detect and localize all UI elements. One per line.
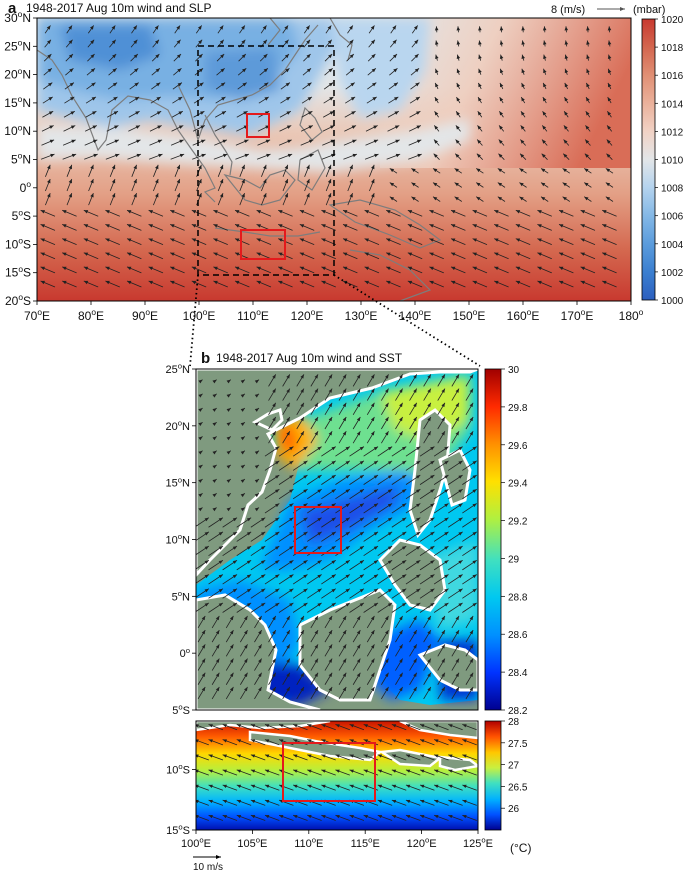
- panel-a-colorbar-tick-label: 1004: [661, 240, 684, 251]
- panel-b-axes: 100oE 105oE 110oE 115oE 120oE 125oE 25oN 20oN 15…: [166, 362, 493, 850]
- panel-b-x-tick-label: 125oE: [463, 836, 493, 850]
- panel-b-top-sst-field: [196, 369, 478, 710]
- panel-a-colorbar-tick-label: 1006: [661, 212, 684, 223]
- panel-a-coastlines: [37, 18, 442, 301]
- panel-b-x-tick-label: 105oE: [237, 836, 267, 850]
- panel-b-x-tick-label: 110oE: [294, 836, 323, 850]
- panel-b-y-tick-label: 5oS: [172, 703, 190, 717]
- panel-b-x-tick-label: 100oE: [181, 836, 211, 850]
- panel-a-colorbar-tick-label: 1014: [661, 99, 684, 110]
- panel-a: a 1948-2017 Aug 10m wind and SLP: [4, 0, 683, 323]
- panel-b-top-colorbar-tick-label: 29.2: [508, 517, 528, 528]
- panel-b: b 1948-2017 Aug 10m wind and SST: [166, 350, 532, 873]
- panel-a-y-tick-label: 0o: [20, 179, 32, 195]
- panel-a-title: 1948-2017 Aug 10m wind and SLP: [26, 1, 211, 15]
- panel-b-scs-upwelling-box: [294, 506, 342, 554]
- panel-a-colorbar-unit: (mbar): [633, 4, 665, 16]
- panel-a-x-tick-label: 140oE: [399, 307, 432, 323]
- panel-b-y-tick-label: 25oN: [166, 362, 191, 376]
- panel-a-y-tick-label: 20oN: [4, 66, 31, 82]
- panel-b-reference-label: 10 m/s: [193, 862, 223, 873]
- panel-a-colorbar-tick-label: 1020: [661, 15, 684, 26]
- panel-b-top-colorbar-tick-label: 29.6: [508, 441, 528, 452]
- panel-b-top-colorbar-tick-label: 30: [508, 365, 520, 376]
- panel-a-colorbar-tick-label: 1016: [661, 71, 684, 82]
- panel-b-top-colorbar-tick-label: 29: [508, 554, 520, 565]
- panel-b-top-wind-vectors: [196, 374, 477, 700]
- panel-b-y-tick-label: 20oN: [166, 418, 191, 432]
- panel-a-x-tick-label: 100oE: [183, 307, 216, 323]
- panel-a-reference-label: 8 (m/s): [551, 4, 585, 16]
- panel-a-java-box: [240, 229, 286, 260]
- panel-a-colorbar: (mbar) 1000 1002 1004 1006 1008 1010 1012 1014 1…: [633, 4, 684, 307]
- panel-a-x-tick-label: 160oE: [507, 307, 540, 323]
- panel-a-x-tick-label: 110oE: [237, 307, 269, 323]
- panel-a-reference-vector: 8 (m/s): [551, 4, 625, 16]
- panel-a-scs-upwelling-box: [246, 113, 270, 138]
- panel-a-slp-field: [37, 18, 631, 301]
- panel-b-title: 1948-2017 Aug 10m wind and SST: [216, 351, 403, 365]
- panel-a-y-tick-label: 5oS: [12, 207, 31, 223]
- panel-b-top-colorbar-tick-label: 28.2: [508, 706, 528, 717]
- panel-a-y-tick-label: 30oN: [4, 9, 31, 25]
- panel-a-x-tick-label: 70oE: [24, 307, 50, 323]
- panel-b-bottom-colorbar-tick-label: 27: [508, 761, 520, 772]
- panel-a-y-tick-label: 5oN: [11, 151, 31, 167]
- panel-a-y-tick-label: 15oN: [4, 94, 31, 110]
- panel-a-colorbar-tick-label: 1008: [661, 184, 684, 195]
- panel-b-y-tick-label: 15oN: [166, 475, 191, 489]
- zoom-connector-left: [189, 274, 199, 367]
- panel-b-bottom-sst-field: [196, 721, 478, 830]
- panel-b-y-tick-label: 0o: [180, 646, 190, 660]
- panel-a-letter: a: [8, 0, 17, 17]
- panel-b-x-tick-label: 115oE: [351, 836, 380, 850]
- panel-b-x-tick-label: 120oE: [407, 836, 437, 850]
- zoom-connector-right: [333, 274, 481, 367]
- panel-b-bottom-colorbar-tick-label: 28: [508, 717, 520, 728]
- panel-a-colorbar-tick-label: 1000: [661, 296, 684, 307]
- panel-b-y-tick-label: 10oS: [166, 762, 190, 776]
- panel-b-java-box: [282, 742, 376, 802]
- panel-b-y-tick-label: 5oN: [172, 589, 190, 603]
- panel-a-x-tick-label: 170oE: [561, 307, 594, 323]
- panel-a-x-tick-label: 120oE: [291, 307, 324, 323]
- panel-b-top-colorbar-tick-label: 28.6: [508, 630, 528, 641]
- panel-b-bottom-frame: [195, 720, 479, 831]
- panel-a-x-tick-label: 80oE: [78, 307, 104, 323]
- panel-a-colorbar-tick-label: 1002: [661, 268, 684, 279]
- panel-b-top-colorbar: 28.2 28.4 28.6 28.8 29 29.2 29.4 29.6 29.8 30: [484, 365, 528, 717]
- panel-a-scs-dashed-box: [197, 45, 335, 276]
- panel-b-y-tick-label: 15oS: [166, 823, 190, 837]
- panel-a-y-tick-label: 10oS: [5, 236, 31, 252]
- panel-a-y-tick-label: 10oN: [4, 122, 31, 138]
- panel-b-top-colorbar-tick-label: 29.4: [508, 479, 528, 490]
- panel-b-top-colorbar-tick-label: 28.4: [508, 668, 528, 679]
- panel-a-y-tick-label: 20oS: [5, 292, 31, 308]
- panel-a-x-tick-label: 180o: [619, 307, 644, 323]
- panel-b-bottom-colorbar-tick-label: 27.5: [508, 739, 528, 750]
- panel-a-y-tick-label: 25oN: [4, 38, 31, 54]
- panel-b-reference-vector: 10 m/s: [193, 855, 223, 873]
- panel-b-bottom-colorbar-tick-label: 26.5: [508, 782, 528, 793]
- panel-b-bottom-colorbar-tick-label: 26: [508, 804, 520, 815]
- panel-b-colorbar-unit: (°C): [510, 841, 531, 855]
- panel-a-x-tick-label: 150oE: [453, 307, 486, 323]
- panel-a-colorbar-tick-label: 1018: [661, 43, 684, 54]
- panel-a-x-tick-label: 130oE: [345, 307, 378, 323]
- panel-b-y-tick-label: 10oN: [166, 532, 191, 546]
- panel-a-x-tick-label: 90oE: [132, 307, 158, 323]
- panel-b-top-colorbar-tick-label: 28.8: [508, 592, 528, 603]
- panel-b-bottom-colorbar: 26 26.5 27 27.5 28: [484, 717, 528, 831]
- panel-a-wind-vectors: [40, 25, 617, 288]
- panel-b-letter: b: [201, 350, 210, 367]
- panel-a-axes: 70oE 80oE 90oE 100oE 110oE 120oE 130oE 140oE 150…: [4, 9, 643, 323]
- panel-a-colorbar-tick-label: 1010: [661, 156, 684, 167]
- panel-a-y-tick-label: 15oS: [5, 264, 31, 280]
- panel-b-top-colorbar-tick-label: 29.8: [508, 403, 528, 414]
- panel-a-colorbar-tick-label: 1012: [661, 127, 684, 138]
